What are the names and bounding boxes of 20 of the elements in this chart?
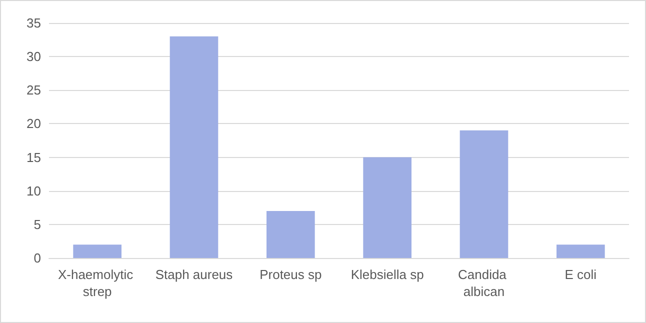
- bar: [556, 244, 605, 258]
- y-tick-label: 35: [26, 16, 41, 30]
- y-tick-label: 0: [34, 250, 41, 266]
- bar: [460, 130, 508, 258]
- y-tick-label: 15: [26, 150, 41, 165]
- x-tick-label: E coli: [564, 267, 597, 282]
- bar: [73, 244, 122, 258]
- y-tick-label: 25: [26, 82, 41, 98]
- x-tick-label: Klebsiella sp: [350, 267, 424, 282]
- y-tick-label: 20: [26, 116, 41, 132]
- y-tick-label: 10: [26, 183, 41, 198]
- x-tick-label: X-haemolytic strep: [58, 267, 137, 299]
- x-tick-label: Candida albican: [458, 267, 510, 299]
- bar: [363, 157, 412, 258]
- bar: [266, 211, 315, 258]
- y-tick-label: 30: [26, 49, 41, 64]
- x-tick-label: Staph aureus: [155, 267, 234, 282]
- x-tick-label: Proteus sp: [260, 267, 322, 282]
- y-tick-label: 5: [34, 216, 41, 232]
- bar: [170, 36, 218, 258]
